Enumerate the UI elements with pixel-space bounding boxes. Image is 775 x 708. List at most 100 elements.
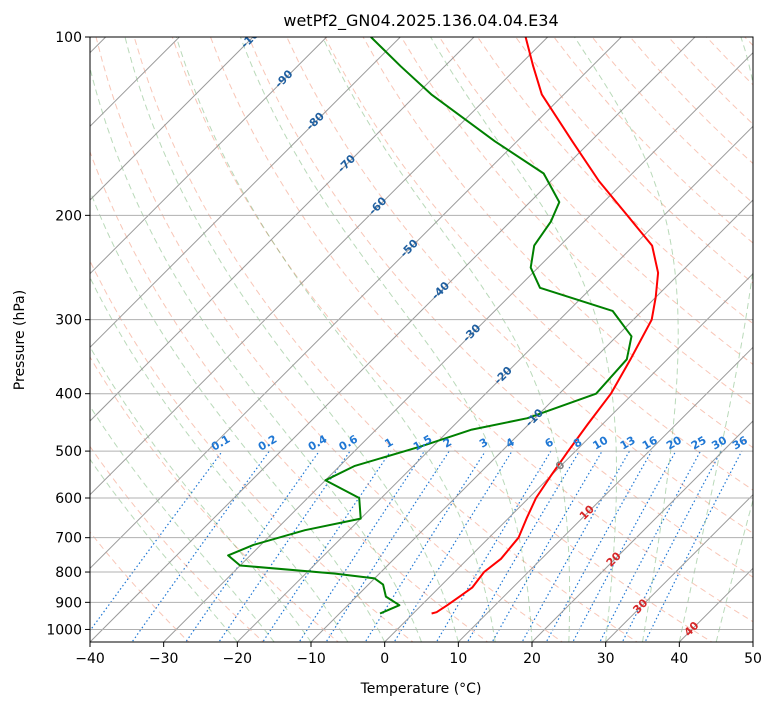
dewpoint-profile-line — [227, 37, 633, 615]
y-tick-label: 500 — [55, 444, 82, 460]
mixing-ratio-label: 6 — [543, 435, 556, 450]
isotherm-line — [310, 199, 753, 642]
y-axis-label: Pressure (hPa) — [12, 290, 28, 390]
x-tick-label: −40 — [75, 651, 105, 667]
y-tick-label: 1000 — [46, 622, 82, 638]
isotherm-label: -80 — [304, 109, 327, 132]
mixing-ratio-line — [621, 450, 722, 642]
x-tick-label: 10 — [449, 651, 467, 667]
mixing-ratio-line — [218, 450, 351, 642]
moist-adiabat-line — [239, 37, 533, 642]
moist-adiabat-line — [124, 37, 459, 642]
dry-adiabat-line — [438, 37, 753, 366]
moist-adiabat-line — [90, 405, 275, 642]
mixing-ratio-label: 0.6 — [337, 432, 361, 453]
isotherm-line — [90, 37, 696, 642]
chart-title: wetPf2_GN04.2025.136.04.04.E34 — [283, 11, 558, 31]
x-tick-label: 20 — [523, 651, 541, 667]
y-tick-label: 600 — [55, 491, 82, 507]
dry-adiabat-line — [591, 37, 753, 204]
y-axis-ticks: 100 200 300 400 500 600 700 800 900 1000 — [46, 30, 90, 638]
x-tick-label: 30 — [597, 651, 615, 667]
isotherm-line — [752, 641, 753, 642]
x-tick-label: −20 — [223, 651, 253, 667]
y-tick-label: 700 — [55, 531, 82, 547]
mixing-ratio-line — [131, 450, 270, 642]
y-tick-label: 900 — [55, 595, 82, 611]
plot-area: 0.1 0.2 0.4 0.6 1 1.5 2 3 4 6 8 10 13 16 20 25 30 36-100-… — [90, 37, 753, 642]
isotherm-line — [90, 37, 622, 570]
dry-adiabat-line — [171, 37, 713, 642]
mixing-ratio-label: 0.2 — [256, 433, 279, 454]
x-axis-ticks: −40 −30 −20 −10 0 10 20 30 40 50 — [75, 642, 762, 667]
dry-adiabat-line — [477, 37, 753, 325]
mixing-ratio-label: 0.4 — [306, 432, 330, 453]
y-tick-label: 800 — [55, 565, 82, 581]
moist-adiabat-line — [90, 189, 386, 642]
mixing-ratio-line — [644, 450, 743, 642]
isotherm-line — [90, 37, 328, 275]
mixing-ratio-label: 2 — [441, 436, 454, 451]
isotherm-line — [236, 125, 753, 642]
mixing-ratio-label: 1 — [382, 436, 395, 451]
moist-adiabat-line — [715, 498, 753, 642]
mixing-ratio-label: 20 — [664, 433, 684, 452]
x-tick-label: −10 — [296, 651, 326, 667]
x-tick-label: 50 — [744, 651, 762, 667]
mixing-ratio-line — [393, 450, 513, 642]
y-tick-label: 400 — [55, 387, 82, 403]
moist-adiabat-line — [90, 345, 312, 642]
dry-adiabat-line — [248, 37, 753, 578]
mixing-ratio-label: 30 — [709, 433, 729, 452]
y-tick-label: 300 — [55, 313, 82, 329]
isotherm-line — [384, 272, 753, 642]
mixing-ratio-line — [364, 450, 486, 642]
isotherm-label: -60 — [366, 194, 389, 217]
isotherm-label: 10 — [577, 502, 597, 522]
dry-adiabat-line — [286, 37, 753, 534]
mixing-ratio-label: 25 — [689, 434, 709, 453]
dry-adiabat-line — [324, 37, 753, 491]
dry-adiabat-line — [362, 37, 753, 449]
moist-adiabat-line — [90, 276, 349, 642]
dry-adiabat-lines — [90, 37, 753, 642]
mixing-ratio-line — [435, 450, 552, 642]
moist-adiabat-line — [574, 37, 679, 642]
isotherm-line — [90, 37, 475, 422]
moist-adiabat-line — [678, 37, 753, 642]
isotherm-line — [605, 493, 753, 642]
mixing-ratio-label: 10 — [590, 433, 610, 452]
profile-series — [227, 37, 660, 615]
dry-adiabat-line — [90, 259, 414, 642]
mixing-ratio-label: 36 — [730, 433, 750, 452]
x-tick-label: 0 — [380, 651, 389, 667]
isotherm-line — [90, 37, 401, 349]
moist-adiabat-line — [430, 37, 617, 642]
y-tick-label: 200 — [55, 208, 82, 224]
isotherm-line — [531, 420, 753, 642]
isotherm-label: 40 — [682, 619, 702, 639]
isotherm-line — [457, 346, 753, 642]
isotherm-lines — [90, 37, 753, 642]
isobar-gridlines — [90, 37, 753, 630]
plot-frame — [89, 36, 754, 643]
moist-adiabat-line — [90, 458, 238, 642]
moist-adiabat-line — [175, 37, 496, 642]
y-tick-label: 100 — [55, 30, 82, 46]
isotherm-line — [90, 37, 549, 496]
temperature-profile-line — [431, 37, 660, 615]
mixing-ratio-line — [466, 450, 580, 642]
dry-adiabat-line — [210, 37, 753, 623]
x-tick-label: 40 — [670, 651, 688, 667]
moist-adiabat-line — [90, 65, 422, 642]
isotherm-label: 30 — [630, 596, 650, 616]
moist-adiabat-lines — [90, 37, 753, 642]
mixing-ratio-line — [262, 450, 392, 642]
mixing-ratio-line — [325, 450, 450, 642]
mixing-ratio-label: 0.1 — [209, 433, 232, 454]
x-axis-label: Temperature (°C) — [360, 681, 482, 697]
dry-adiabat-line — [553, 37, 753, 244]
mixing-ratio-line — [298, 450, 425, 642]
isotherm-label: -50 — [398, 237, 421, 260]
isotherm-line — [678, 567, 753, 642]
